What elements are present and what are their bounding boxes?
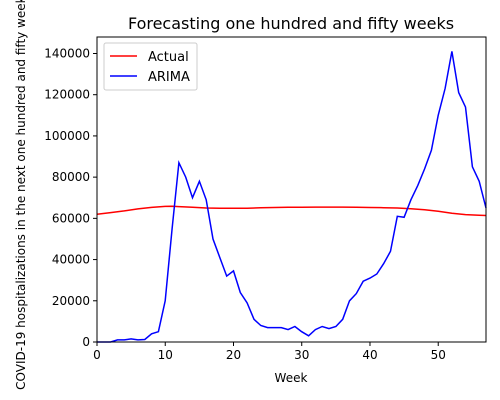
x-axis: 0 10 20 30 40 50: [93, 342, 446, 362]
series-line-arima: [97, 51, 487, 343]
y-axis: 0 20000 40000 60000 80000 100000 120000 140000: [44, 46, 97, 349]
x-tick-label: 0: [93, 348, 101, 362]
x-tick-label: 30: [294, 348, 309, 362]
x-tick-label: 10: [158, 348, 173, 362]
series-line-actual: [96, 205, 487, 217]
y-tick-label: 80000: [52, 170, 90, 184]
legend-label-actual: Actual: [148, 50, 189, 65]
legend: Actual ARIMA: [103, 42, 198, 91]
x-axis-label: Week: [275, 371, 308, 385]
x-tick-label: 40: [362, 348, 377, 362]
plot-lines: [96, 51, 487, 343]
plot-frame: [96, 36, 487, 343]
legend-label-arima: ARIMA: [148, 70, 190, 85]
y-tick-label: 20000: [52, 294, 90, 308]
y-tick-label: 100000: [44, 129, 90, 143]
legend-box: [103, 42, 198, 91]
x-tick-label: 20: [226, 348, 241, 362]
y-tick-label: 140000: [44, 46, 90, 60]
x-tick-label: 50: [431, 348, 446, 362]
chart-title: Forecasting one hundred and fifty weeks: [128, 14, 454, 33]
y-tick-label: 40000: [52, 253, 90, 267]
y-axis-label: COVID-19 hospitalizations in the next on…: [14, 0, 28, 390]
y-tick-label: 60000: [52, 211, 90, 225]
y-tick-label: 120000: [44, 88, 90, 102]
y-tick-label: 0: [82, 335, 90, 349]
